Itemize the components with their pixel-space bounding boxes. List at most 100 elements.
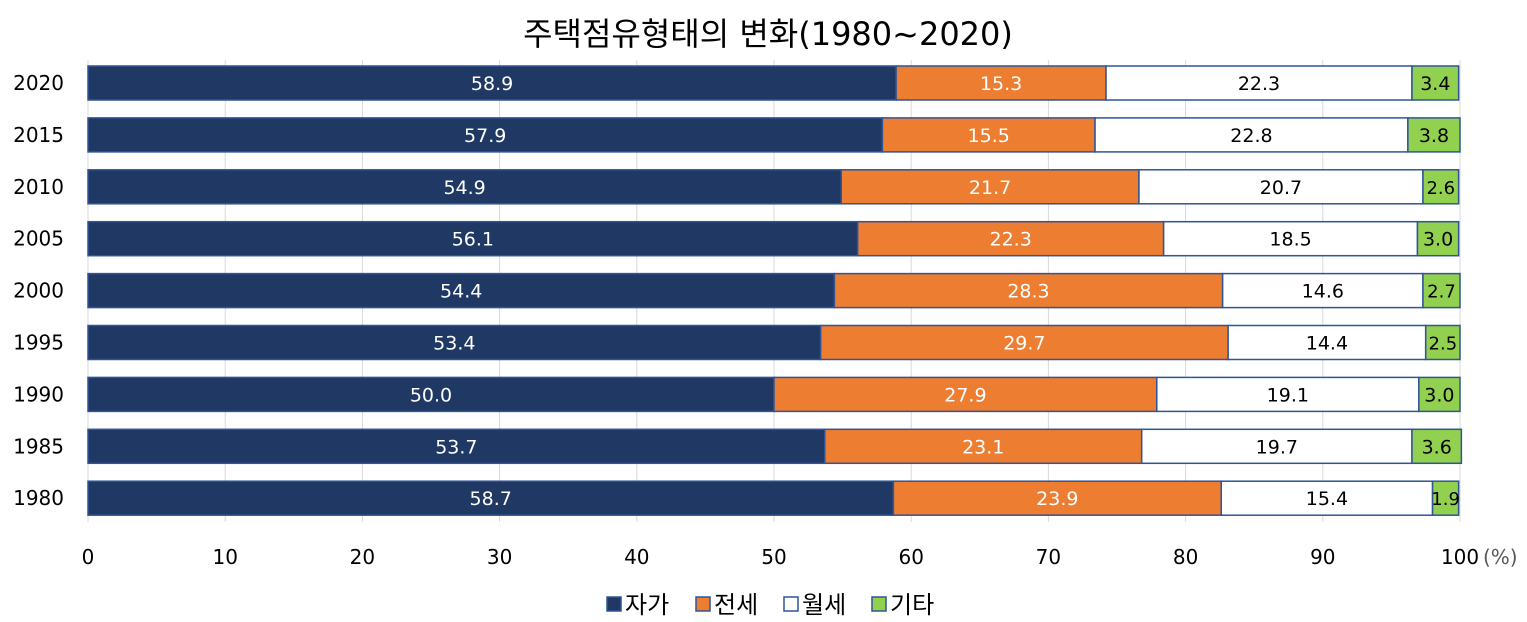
- x-axis-unit: (%): [1483, 545, 1518, 569]
- data-label: 3.0: [1424, 384, 1454, 406]
- bar-segment-월세: [1094, 117, 1409, 153]
- bar-segment-전세: [819, 324, 1229, 361]
- bar-segment-기타: [1411, 65, 1460, 101]
- data-label: 58.7: [470, 488, 512, 510]
- bar-segment-자가: [87, 324, 822, 361]
- data-label: 58.9: [471, 73, 513, 95]
- bar-segment-전세: [773, 376, 1158, 413]
- bar-segment-월세: [1156, 376, 1420, 413]
- data-label: 50.0: [410, 384, 452, 406]
- bar-segment-기타: [1422, 169, 1460, 205]
- data-label: 14.4: [1306, 333, 1348, 355]
- data-label: 15.5: [968, 125, 1010, 147]
- bar-segment-자가: [87, 272, 836, 309]
- bar-segment-전세: [856, 220, 1165, 257]
- bar-segment-기타: [1431, 480, 1460, 516]
- data-label: 54.4: [440, 281, 482, 303]
- bar-segment-전세: [833, 272, 1224, 309]
- data-label: 22.3: [1238, 73, 1280, 95]
- data-label: 23.1: [962, 436, 1004, 458]
- y-tick-label: 2005: [13, 227, 64, 251]
- data-label: 15.3: [980, 73, 1022, 95]
- data-label: 53.4: [433, 333, 475, 355]
- data-label: 23.9: [1036, 488, 1078, 510]
- y-tick-label: 2015: [13, 123, 64, 147]
- legend-item: 자가: [606, 591, 669, 619]
- bar-segment-월세: [1138, 169, 1424, 205]
- data-label: 14.6: [1302, 281, 1344, 303]
- data-label: 3.6: [1422, 436, 1452, 458]
- data-label: 19.7: [1256, 436, 1298, 458]
- y-tick-label: 2020: [13, 71, 64, 95]
- bar-segment-자가: [87, 117, 884, 153]
- data-label: 18.5: [1269, 229, 1311, 251]
- y-tick-label: 1980: [13, 486, 64, 510]
- data-label: 2.7: [1427, 282, 1456, 303]
- bar-segment-자가: [87, 169, 842, 205]
- y-tick-label: 2010: [13, 175, 64, 199]
- chart-title: 주택점유형태의 변화(1980~2020): [523, 15, 1013, 53]
- legend-swatch: [871, 596, 887, 612]
- y-tick-label: 1985: [13, 434, 64, 458]
- bar-segment-월세: [1140, 428, 1413, 465]
- bar-segment-월세: [1220, 480, 1434, 516]
- data-label: 56.1: [452, 229, 494, 251]
- y-tick-label: 1990: [13, 382, 64, 406]
- data-label: 54.9: [443, 177, 485, 199]
- x-tick-label: 40: [624, 545, 649, 569]
- bar-segment-월세: [1162, 220, 1419, 257]
- data-label: 28.3: [1007, 281, 1049, 303]
- x-tick-label: 90: [1310, 545, 1335, 569]
- x-tick-label: 60: [898, 545, 923, 569]
- bar-segment-전세: [881, 117, 1096, 153]
- y-tick-label: 2000: [13, 279, 64, 303]
- x-tick-label: 10: [212, 545, 237, 569]
- bar-segment-자가: [87, 428, 826, 465]
- y-tick-label: 1995: [13, 331, 64, 355]
- bar-segment-자가: [87, 65, 897, 101]
- data-label: 22.8: [1230, 125, 1272, 147]
- bar-segment-전세: [824, 428, 1143, 465]
- data-label: 53.7: [435, 436, 477, 458]
- data-label: 57.9: [464, 125, 506, 147]
- bar-segment-전세: [840, 169, 1140, 205]
- data-label: 2.6: [1426, 178, 1455, 199]
- legend-label: 월세: [802, 591, 846, 619]
- data-label: 27.9: [944, 384, 986, 406]
- legend-swatch: [783, 596, 799, 612]
- data-label: 3.8: [1419, 125, 1449, 147]
- legend-item: 기타: [871, 591, 934, 619]
- legend-label: 자가: [625, 591, 669, 619]
- bar-segment-전세: [892, 480, 1223, 516]
- bar-segment-기타: [1416, 220, 1460, 257]
- data-label: 1.9: [1431, 489, 1460, 510]
- bar-segment-자가: [87, 480, 895, 516]
- data-label: 21.7: [969, 177, 1011, 199]
- data-label: 19.1: [1267, 384, 1309, 406]
- bar-segment-월세: [1221, 272, 1424, 309]
- legend-item: 월세: [783, 591, 846, 619]
- legend-label: 기타: [890, 591, 934, 619]
- bar-segment-전세: [895, 65, 1107, 101]
- data-label: 29.7: [1003, 333, 1045, 355]
- x-tick-label: 70: [1036, 545, 1061, 569]
- x-tick-label: 80: [1173, 545, 1198, 569]
- legend-label: 전세: [714, 591, 758, 619]
- x-tick-label: 30: [487, 545, 512, 569]
- data-label: 3.4: [1420, 73, 1450, 95]
- data-label: 2.5: [1429, 334, 1458, 355]
- bar-segment-기타: [1422, 272, 1461, 309]
- legend-item: 전세: [695, 591, 758, 619]
- x-tick-label: 100: [1441, 545, 1479, 569]
- bar-segment-기타: [1407, 117, 1461, 153]
- legend-swatch: [695, 596, 711, 612]
- data-label: 22.3: [990, 229, 1032, 251]
- bar-segment-자가: [87, 220, 859, 257]
- legend-swatch: [606, 596, 622, 612]
- bar-segment-기타: [1424, 324, 1461, 361]
- bar-segment-기타: [1418, 376, 1461, 413]
- x-tick-label: 50: [761, 545, 786, 569]
- data-label: 3.0: [1423, 229, 1453, 251]
- bar-segment-자가: [87, 376, 775, 413]
